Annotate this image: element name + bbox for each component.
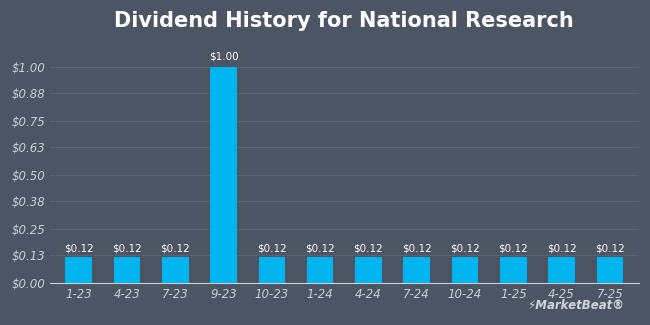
Text: $0.12: $0.12 xyxy=(499,243,528,253)
Bar xyxy=(211,67,237,283)
Text: $0.12: $0.12 xyxy=(402,243,432,253)
Bar xyxy=(549,257,575,283)
Text: $0.12: $0.12 xyxy=(112,243,142,253)
Text: $0.12: $0.12 xyxy=(547,243,577,253)
Title: Dividend History for National Research: Dividend History for National Research xyxy=(114,11,574,31)
Bar xyxy=(162,257,188,283)
Bar xyxy=(500,257,526,283)
Text: ⚡MarketBeat®: ⚡MarketBeat® xyxy=(527,299,624,312)
Bar xyxy=(307,257,333,283)
Bar xyxy=(452,257,478,283)
Bar xyxy=(114,257,140,283)
Text: $0.12: $0.12 xyxy=(257,243,287,253)
Text: $0.12: $0.12 xyxy=(450,243,480,253)
Text: $0.12: $0.12 xyxy=(306,243,335,253)
Text: $0.12: $0.12 xyxy=(595,243,625,253)
Bar xyxy=(66,257,92,283)
Text: $0.12: $0.12 xyxy=(161,243,190,253)
Text: $0.12: $0.12 xyxy=(354,243,384,253)
Text: $1.00: $1.00 xyxy=(209,52,239,61)
Bar xyxy=(404,257,430,283)
Text: $0.12: $0.12 xyxy=(64,243,94,253)
Bar xyxy=(355,257,382,283)
Bar xyxy=(597,257,623,283)
Bar xyxy=(259,257,285,283)
